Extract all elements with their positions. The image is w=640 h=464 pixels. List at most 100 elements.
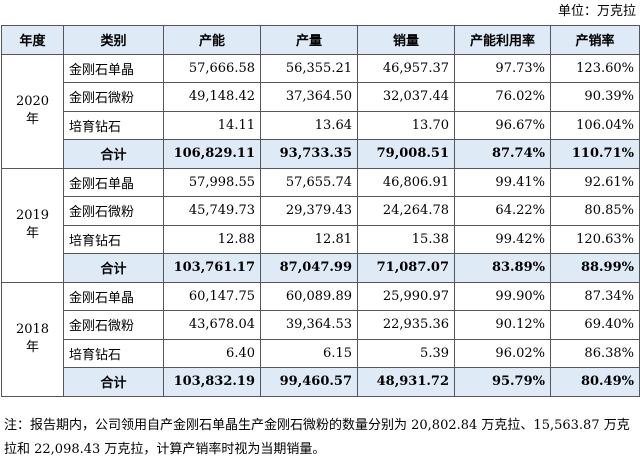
utilization-cell: 76.02% [454, 82, 551, 112]
capacity-cell: 103,832.19 [163, 367, 261, 397]
year-number: 2018 [15, 322, 50, 337]
category-cell: 金刚石微粉 [63, 196, 164, 226]
utilization-cell: 64.22% [454, 196, 551, 226]
utilization-cell: 96.67% [454, 110, 551, 140]
utilization-cell: 90.12% [454, 310, 551, 340]
sales-cell: 32,037.44 [357, 82, 455, 112]
output-cell: 60,089.89 [260, 281, 358, 311]
sales-cell: 71,087.07 [357, 253, 455, 283]
table-row: 2018 年 金刚石单晶 60,147.75 60,089.89 25,990.97 99.… [1, 281, 640, 397]
sales-cell: 15.38 [357, 224, 455, 254]
category-cell: 金刚石单晶 [63, 281, 164, 311]
table-row: 金刚石微粉 43,678.04 39,364.53 22,935.36 90.12% 69… [2, 310, 640, 340]
header-sales-ratio: 产销率 [550, 25, 640, 55]
utilization-cell: 87.74% [454, 139, 551, 169]
total-row: 合计 103,761.17 87,047.99 71,087.07 83.89% 88.9… [2, 253, 640, 283]
capacity-cell: 12.88 [163, 224, 261, 254]
sales-ratio-cell: 80.85% [550, 196, 640, 226]
category-cell: 金刚石单晶 [63, 53, 164, 83]
utilization-cell: 83.89% [454, 253, 551, 283]
category-cell: 培育钻石 [63, 110, 164, 140]
category-cell: 金刚石单晶 [63, 167, 164, 197]
table-row: 2020 年 金刚石单晶 57,666.58 56,355.21 46,957.37 97.… [1, 53, 640, 169]
utilization-cell: 99.42% [454, 224, 551, 254]
capacity-cell: 14.11 [163, 110, 261, 140]
sales-ratio-cell: 120.63% [550, 224, 640, 254]
sales-ratio-cell: 123.60% [550, 53, 640, 83]
sales-ratio-cell: 88.99% [550, 253, 640, 283]
year-suffix: 年 [25, 112, 39, 127]
sales-ratio-cell: 69.40% [550, 310, 640, 340]
sales-cell: 46,806.91 [357, 167, 455, 197]
header-sales: 销量 [357, 25, 455, 55]
output-cell: 39,364.53 [260, 310, 358, 340]
capacity-cell: 6.40 [163, 338, 261, 368]
table-row: 2019 年金刚石单晶 57,998.55 57,655.74 46,806.91 99.… [1, 167, 640, 283]
category-cell: 合计 [63, 367, 164, 397]
table-row: 金刚石微粉 49,148.42 37,364.50 32,037.44 76.02% 90… [2, 82, 640, 112]
utilization-cell: 99.90% [454, 281, 551, 311]
output-cell: 56,355.21 [260, 53, 358, 83]
sales-ratio-cell: 92.61% [550, 167, 640, 197]
output-cell: 93,733.35 [260, 139, 358, 169]
output-cell: 29,379.43 [260, 196, 358, 226]
year-suffix: 年 [25, 340, 39, 355]
output-cell: 13.64 [260, 110, 358, 140]
year-cell: 2019 年 [1, 167, 64, 283]
capacity-cell: 60,147.75 [163, 281, 261, 311]
year-cell: 2020 年 [1, 53, 64, 169]
output-cell: 6.15 [260, 338, 358, 368]
sales-ratio-cell: 110.71% [550, 139, 640, 169]
sales-cell: 79,008.51 [357, 139, 455, 169]
capacity-cell: 43,678.04 [163, 310, 261, 340]
header-utilization: 产能利用率 [454, 25, 551, 55]
category-cell: 培育钻石 [63, 224, 164, 254]
table-row: 培育钻石 12.88 12.81 15.38 99.42% 120.63% [2, 224, 640, 254]
year-suffix: 年 [25, 226, 39, 241]
sales-ratio-cell: 87.34% [550, 281, 640, 311]
header-category: 类别 [63, 25, 164, 55]
category-cell: 合计 [63, 253, 164, 283]
total-row: 合计 103,832.19 99,460.57 48,931.72 95.79% 80.4… [2, 367, 640, 397]
utilization-cell: 99.41% [454, 167, 551, 197]
sales-cell: 22,935.36 [357, 310, 455, 340]
year-number: 2020 [15, 94, 50, 109]
utilization-cell: 95.79% [454, 367, 551, 397]
output-cell: 87,047.99 [260, 253, 358, 283]
utilization-cell: 97.73% [454, 53, 551, 83]
sales-ratio-cell: 80.49% [550, 367, 640, 397]
capacity-cell: 57,666.58 [163, 53, 261, 83]
sales-ratio-cell: 90.39% [550, 82, 640, 112]
capacity-table: 年度 类别 产能 产量 销量 产能利用率 产销率 2020 年金刚石单晶 57,66… [1, 25, 640, 397]
category-cell: 金刚石微粉 [63, 82, 164, 112]
utilization-cell: 96.02% [454, 338, 551, 368]
unit-label: 单位：万克拉 [557, 4, 636, 19]
table-note: 注：报告期内，公司领用自产金刚石单晶生产金刚石微粉的数量分别为 20,802.8… [4, 418, 630, 457]
table-body: 2020 年金刚石单晶 57,666.58 56,355.21 46,957.37 97.… [1, 53, 640, 397]
category-cell: 金刚石微粉 [63, 310, 164, 340]
year-cell: 2018 年 [1, 281, 64, 397]
output-cell: 99,460.57 [260, 367, 358, 397]
table-row: 培育钻石 6.40 6.15 5.39 96.02% 86.38% [2, 338, 640, 368]
sales-cell: 24,264.78 [357, 196, 455, 226]
sales-cell: 46,957.37 [357, 53, 455, 83]
category-cell: 培育钻石 [63, 338, 164, 368]
output-cell: 57,655.74 [260, 167, 358, 197]
sales-cell: 13.70 [357, 110, 455, 140]
output-cell: 37,364.50 [260, 82, 358, 112]
sales-cell: 48,931.72 [357, 367, 455, 397]
header-row: 年度 类别 产能 产量 销量 产能利用率 产销率 [1, 25, 640, 55]
header-capacity: 产能 [163, 25, 261, 55]
sales-ratio-cell: 86.38% [550, 338, 640, 368]
output-cell: 12.81 [260, 224, 358, 254]
total-row: 合计 106,829.11 93,733.35 79,008.51 87.74% 110.… [2, 139, 640, 169]
table-row: 金刚石微粉 45,749.73 29,379.43 24,264.78 64.22% 80… [2, 196, 640, 226]
sales-cell: 25,990.97 [357, 281, 455, 311]
table-row: 培育钻石 14.11 13.64 13.70 96.67% 106.04% [2, 110, 640, 140]
sales-cell: 5.39 [357, 338, 455, 368]
capacity-cell: 45,749.73 [163, 196, 261, 226]
header-year: 年度 [1, 25, 64, 55]
header-output: 产量 [260, 25, 358, 55]
category-cell: 合计 [63, 139, 164, 169]
capacity-cell: 106,829.11 [163, 139, 261, 169]
